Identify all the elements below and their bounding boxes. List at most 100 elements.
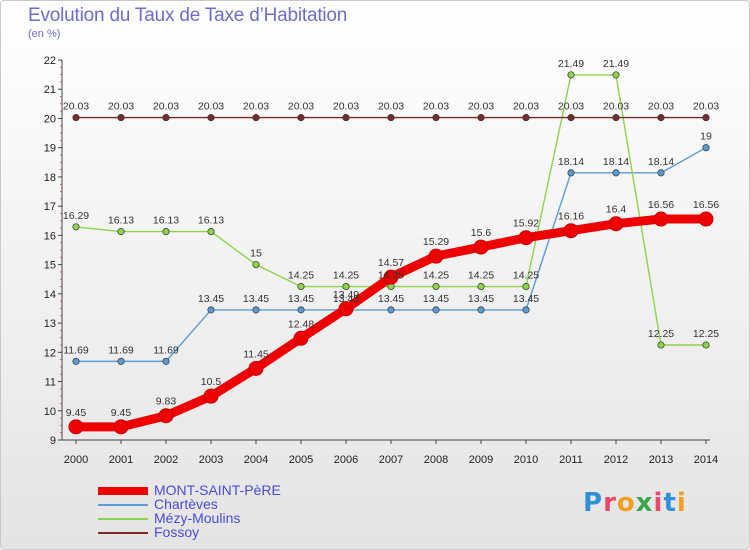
data-point (72, 223, 80, 231)
data-label: 11.45 (243, 348, 269, 360)
data-labels-layer: 9.45 9.45 9.83 10.5 11.45 12.48 13.49 14.57 15.2… (63, 58, 719, 419)
data-point (477, 114, 485, 122)
data-label: 18.14 (603, 156, 629, 168)
x-tick-label: 2002 (154, 454, 178, 466)
data-point (653, 211, 669, 227)
data-label: 13.45 (288, 293, 314, 305)
logo-letter: i (676, 488, 687, 518)
data-label: 14.25 (468, 270, 494, 282)
data-label: 16.4 (606, 204, 627, 216)
data-label: 20.03 (513, 101, 539, 113)
data-label: 18.14 (648, 156, 674, 168)
data-label: 14.25 (378, 270, 404, 282)
data-label: 20.03 (333, 101, 359, 113)
data-label: 16.16 (558, 211, 584, 223)
data-label: 13.45 (468, 293, 494, 305)
data-label: 20.03 (423, 101, 449, 113)
data-point (342, 282, 350, 291)
data-label: 9.45 (111, 407, 132, 419)
data-point (117, 357, 125, 365)
x-tick-label: 2003 (199, 454, 223, 466)
data-point (203, 388, 219, 404)
data-label: 12.25 (648, 328, 674, 340)
data-point (117, 114, 125, 122)
chart-title: Evolution du Taux de Taxe d’Habitation (28, 5, 348, 26)
data-label: 14.25 (333, 270, 359, 282)
data-point (567, 114, 575, 122)
proxiti-logo: Proxiti (583, 488, 687, 518)
data-label: 16.56 (648, 199, 674, 211)
data-point (608, 216, 624, 232)
data-point (113, 419, 129, 435)
y-tick-label: 15 (44, 260, 56, 272)
data-point (207, 228, 215, 236)
data-point (338, 301, 354, 317)
x-tick-label: 2010 (514, 454, 538, 466)
y-tick-label: 21 (44, 84, 56, 96)
data-point (522, 306, 530, 314)
data-label: 13.45 (243, 293, 269, 305)
data-label: 13.45 (198, 293, 224, 305)
data-point (207, 114, 215, 122)
x-tick-label: 2007 (379, 454, 403, 466)
data-point (162, 228, 170, 236)
x-tick-label: 2011 (559, 454, 583, 466)
data-label: 14.25 (513, 270, 539, 282)
legend-swatch (98, 532, 148, 534)
y-tick-label: 11 (45, 377, 56, 389)
y-tick-label: 22 (44, 55, 56, 67)
data-label: 11.69 (63, 344, 89, 356)
data-label: 11.69 (108, 344, 134, 356)
x-tick-label: 2009 (469, 454, 493, 466)
y-tick-label: 17 (44, 201, 56, 213)
data-point (563, 223, 579, 239)
data-label: 13.45 (333, 293, 359, 305)
data-label: 16.13 (198, 215, 224, 227)
data-point (387, 306, 395, 314)
x-tick-label: 2008 (424, 454, 448, 466)
x-tick-label: 2013 (649, 454, 673, 466)
data-label: 15.6 (471, 227, 492, 239)
data-point (387, 114, 395, 122)
data-point (477, 282, 485, 291)
x-tick-label: 2001 (109, 454, 133, 466)
data-point (477, 306, 485, 314)
data-point (342, 114, 350, 122)
data-label: 20.03 (648, 101, 674, 113)
data-label: 11.69 (153, 344, 179, 356)
data-point (702, 144, 710, 152)
legend-swatch (98, 504, 148, 506)
legend-label: MONT-SAINT-PèRE (154, 482, 281, 498)
legend-label: Mézy-Moulins (154, 510, 241, 526)
y-tick-label: 12 (44, 347, 56, 359)
logo-letter: x (635, 488, 654, 518)
data-label: 12.48 (288, 318, 314, 330)
data-point (72, 357, 80, 365)
data-point (383, 269, 399, 285)
data-point (432, 114, 440, 122)
data-label: 10.5 (201, 376, 222, 388)
data-point (522, 114, 530, 122)
y-tick-label: 14 (44, 289, 56, 301)
data-label: 13.45 (423, 293, 449, 305)
y-tick-label: 20 (44, 113, 56, 125)
data-point (252, 306, 260, 314)
data-point (252, 114, 260, 122)
data-point (252, 261, 260, 269)
logo-letter: r (603, 488, 617, 518)
x-tick-label: 2005 (289, 454, 313, 466)
data-label: 14.25 (423, 270, 449, 282)
data-label: 20.03 (693, 101, 719, 113)
data-point (72, 114, 80, 122)
logo-letter: P (583, 488, 604, 518)
series-layer (68, 71, 714, 435)
data-point (158, 408, 174, 424)
data-label: 20.03 (198, 101, 224, 113)
data-label: 9.83 (156, 396, 177, 408)
x-tick-label: 2004 (244, 454, 268, 466)
y-tick-label: 9 (50, 435, 56, 447)
chart-axes: 9 10 11 12 13 14 15 16 17 18 19 20 21 22 2000 2001 2002 2… (44, 55, 718, 466)
data-label: 14.57 (378, 257, 404, 269)
y-tick-label: 18 (44, 172, 56, 184)
